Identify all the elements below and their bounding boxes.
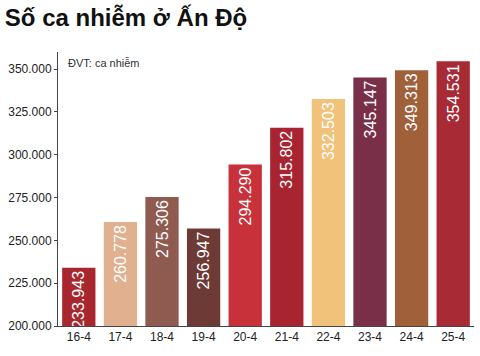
svg-text:17-4: 17-4 bbox=[108, 330, 132, 344]
svg-text:325.000: 325.000 bbox=[8, 105, 52, 119]
svg-text:275.306: 275.306 bbox=[154, 200, 171, 258]
svg-text:275.000: 275.000 bbox=[8, 191, 52, 205]
svg-text:23-4: 23-4 bbox=[358, 330, 382, 344]
svg-text:22-4: 22-4 bbox=[316, 330, 340, 344]
svg-text:345.147: 345.147 bbox=[362, 80, 379, 138]
svg-text:350.000: 350.000 bbox=[8, 62, 52, 76]
svg-text:315.802: 315.802 bbox=[278, 131, 295, 189]
svg-text:354.531: 354.531 bbox=[445, 64, 462, 122]
svg-text:24-4: 24-4 bbox=[400, 330, 424, 344]
svg-text:Số ca nhiễm ở Ấn Độ: Số ca nhiễm ở Ấn Độ bbox=[5, 4, 247, 31]
svg-text:20-4: 20-4 bbox=[233, 330, 257, 344]
svg-text:300.000: 300.000 bbox=[8, 148, 52, 162]
svg-text:19-4: 19-4 bbox=[192, 330, 216, 344]
svg-text:200.000: 200.000 bbox=[8, 319, 52, 333]
svg-text:294.290: 294.290 bbox=[237, 168, 254, 226]
svg-text:332.503: 332.503 bbox=[320, 102, 337, 160]
svg-text:ĐVT: ca nhiễm: ĐVT: ca nhiễm bbox=[68, 57, 140, 69]
svg-text:233.943: 233.943 bbox=[70, 271, 87, 329]
svg-text:260.778: 260.778 bbox=[112, 225, 129, 283]
svg-text:349.313: 349.313 bbox=[403, 73, 420, 131]
svg-text:250.000: 250.000 bbox=[8, 234, 52, 248]
svg-text:25-4: 25-4 bbox=[441, 330, 465, 344]
svg-text:256.947: 256.947 bbox=[195, 231, 212, 289]
svg-text:21-4: 21-4 bbox=[275, 330, 299, 344]
svg-text:16-4: 16-4 bbox=[67, 330, 91, 344]
svg-text:225.000: 225.000 bbox=[8, 276, 52, 290]
svg-text:18-4: 18-4 bbox=[150, 330, 174, 344]
